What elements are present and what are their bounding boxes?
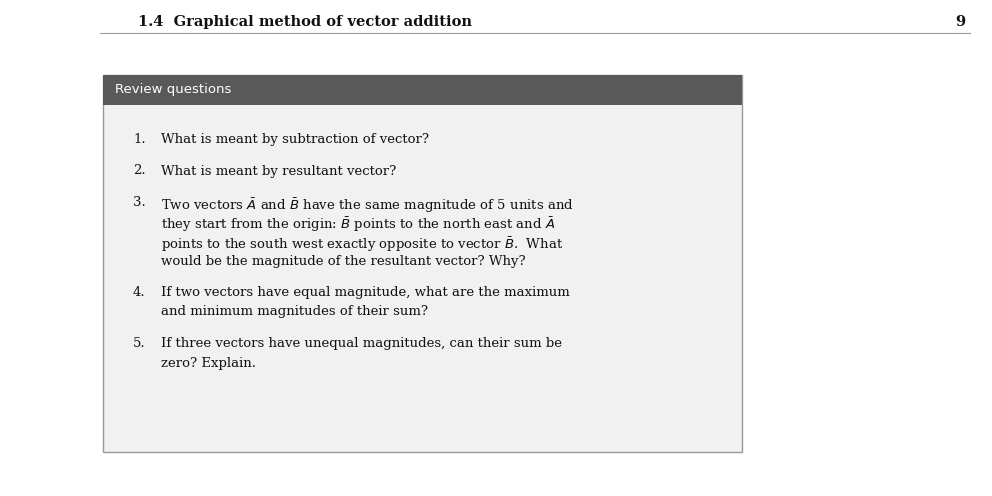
Text: 4.: 4. [133,286,146,299]
Text: What is meant by subtraction of vector?: What is meant by subtraction of vector? [161,133,429,146]
Text: 2.: 2. [133,165,146,178]
Text: points to the south west exactly opposite to vector $\bar{B}$.  What: points to the south west exactly opposit… [161,235,563,253]
Text: Two vectors $\bar{A}$ and $\bar{B}$ have the same magnitude of 5 units and: Two vectors $\bar{A}$ and $\bar{B}$ have… [161,196,573,215]
Text: and minimum magnitudes of their sum?: and minimum magnitudes of their sum? [161,306,428,318]
Text: If two vectors have equal magnitude, what are the maximum: If two vectors have equal magnitude, wha… [161,286,569,299]
Text: If three vectors have unequal magnitudes, can their sum be: If three vectors have unequal magnitudes… [161,337,562,350]
Text: would be the magnitude of the resultant vector? Why?: would be the magnitude of the resultant … [161,254,526,267]
Text: zero? Explain.: zero? Explain. [161,357,256,370]
Text: 3.: 3. [133,196,146,209]
Text: 1.: 1. [133,133,146,146]
Text: 1.4  Graphical method of vector addition: 1.4 Graphical method of vector addition [138,15,472,29]
Bar [103,75,742,105]
Text: 5.: 5. [133,337,146,350]
Text: Review questions: Review questions [115,83,231,97]
Text: they start from the origin: $\bar{B}$ points to the north east and $\bar{A}$: they start from the origin: $\bar{B}$ po… [161,215,556,234]
Text: 9: 9 [955,15,965,29]
Bar [103,75,742,452]
Text: What is meant by resultant vector?: What is meant by resultant vector? [161,165,396,178]
